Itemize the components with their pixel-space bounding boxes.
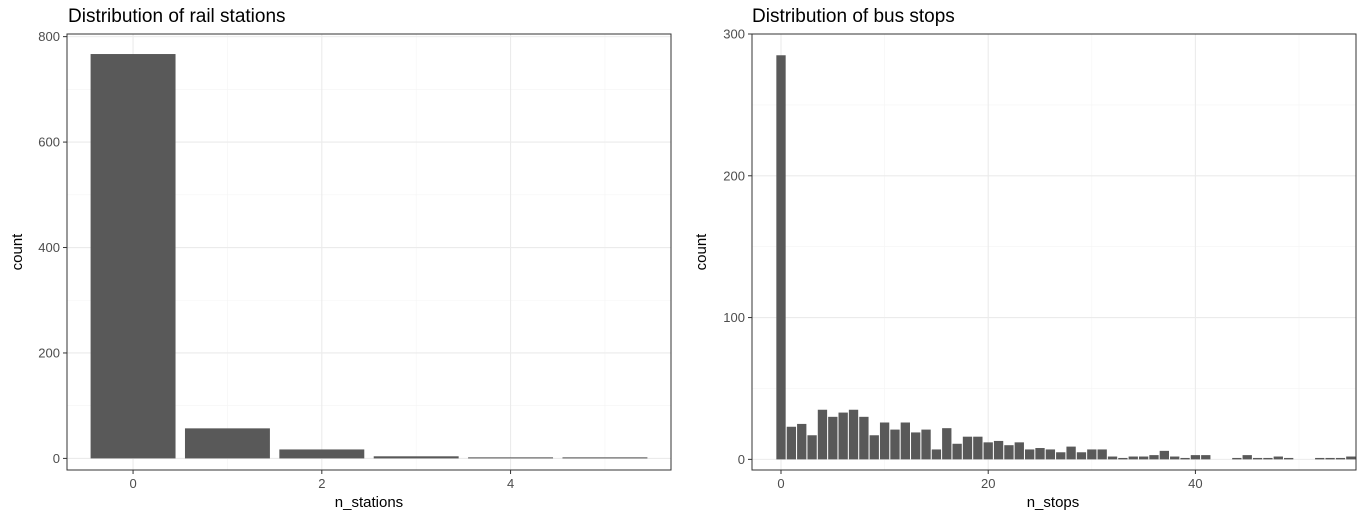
bus-bar	[931, 449, 942, 460]
rail-y-tick-label: 200	[38, 345, 60, 360]
bus-bar	[1325, 457, 1335, 460]
bus-bar	[1346, 456, 1356, 460]
bus-chart-title: Distribution of bus stops	[752, 6, 955, 27]
bus-bar	[1014, 442, 1024, 460]
bus-bar	[1180, 457, 1190, 460]
bus-bar	[1252, 457, 1263, 460]
bus-bar	[900, 422, 910, 460]
rail-x-axis-label: n_stations	[335, 494, 403, 511]
bus-x-tick-label: 40	[1188, 476, 1202, 491]
bus-bar	[942, 428, 952, 460]
bus-stops-chart: Distribution of bus stops n_stops count …	[684, 0, 1360, 517]
bus-bar	[962, 436, 973, 460]
bus-y-tick-label: 100	[723, 310, 745, 325]
bus-bar	[838, 412, 848, 460]
rail-y-tick-label: 600	[38, 135, 60, 150]
rail-y-tick-label: 0	[53, 451, 60, 466]
bus-bar	[1118, 457, 1128, 460]
rail-bar	[90, 54, 176, 459]
bus-bar	[1283, 457, 1294, 460]
bus-bar	[1076, 452, 1087, 460]
bus-x-tick-label: 0	[777, 476, 784, 491]
bus-bar	[1315, 457, 1325, 460]
bus-bar	[1045, 449, 1056, 460]
bus-bar	[807, 435, 817, 460]
bus-bar	[1159, 450, 1169, 460]
bus-bar	[911, 432, 921, 460]
bus-bar	[1242, 455, 1252, 460]
rail-chart-title: Distribution of rail stations	[68, 6, 286, 27]
bus-bar	[1335, 457, 1346, 460]
rail-x-tick-label: 0	[129, 476, 136, 491]
bus-bar	[1024, 449, 1035, 460]
bus-bar	[1190, 455, 1201, 460]
bus-bar	[1170, 456, 1180, 460]
bus-stops-chart-svg: Distribution of bus stops n_stops count …	[693, 6, 1357, 511]
rail-bar	[184, 428, 270, 459]
bus-bar	[983, 442, 993, 460]
bus-plot-background	[752, 34, 1356, 470]
bus-y-tick-label: 200	[723, 168, 745, 183]
bus-y-axis-label: count	[693, 233, 710, 271]
bus-bar	[1107, 456, 1118, 460]
bus-bar	[776, 55, 786, 460]
bus-bar	[1138, 456, 1149, 460]
bus-bar	[817, 409, 828, 460]
rail-plot-area: 0 200 400 600 800 0 2 4	[38, 29, 672, 491]
rail-bar	[279, 449, 365, 459]
bus-plot-area: 0 100 200 300 0 20 40	[723, 27, 1357, 491]
bus-x-axis-label: n_stops	[1027, 494, 1080, 511]
bus-bar	[1004, 445, 1014, 460]
rail-bar	[562, 457, 648, 459]
bus-bar	[973, 436, 983, 460]
rail-stations-chart-svg: Distribution of rail stations n_stations…	[9, 6, 672, 511]
rail-y-tick-label: 800	[38, 29, 60, 44]
bus-bar	[1097, 449, 1107, 460]
bus-bar	[1087, 449, 1097, 460]
bus-bar	[1232, 457, 1242, 460]
bus-bar	[890, 429, 900, 460]
rail-y-axis-label: count	[9, 233, 26, 271]
bus-panel-border	[751, 33, 1357, 471]
bus-y-tick-label: 300	[723, 27, 745, 42]
bus-bar	[952, 443, 962, 460]
bus-bar	[869, 435, 879, 460]
rail-bar	[373, 456, 459, 459]
bus-bar	[921, 429, 931, 460]
bus-bar	[1056, 452, 1066, 460]
rail-panel-border	[66, 33, 672, 471]
bus-bar	[797, 423, 807, 460]
bus-bar	[786, 426, 797, 460]
bus-bar	[1201, 455, 1211, 460]
rail-x-tick-label: 2	[318, 476, 325, 491]
bus-y-tick-label: 0	[738, 452, 745, 467]
rail-x-tick-label: 4	[507, 476, 514, 491]
bus-bar	[1128, 456, 1138, 460]
bus-bar	[879, 422, 890, 460]
rail-stations-chart: Distribution of rail stations n_stations…	[0, 0, 680, 517]
bus-bar	[1273, 456, 1283, 460]
bus-bar	[993, 440, 1004, 460]
bus-bar	[828, 416, 838, 460]
bus-bar	[1035, 448, 1045, 460]
rail-bar	[468, 457, 554, 459]
bus-bar	[848, 409, 859, 460]
rail-y-tick-label: 400	[38, 240, 60, 255]
bus-bar	[1263, 457, 1273, 460]
bus-bar	[859, 416, 869, 460]
bus-bar	[1149, 455, 1159, 460]
bus-bar	[1066, 446, 1076, 460]
bus-x-tick-label: 20	[981, 476, 995, 491]
